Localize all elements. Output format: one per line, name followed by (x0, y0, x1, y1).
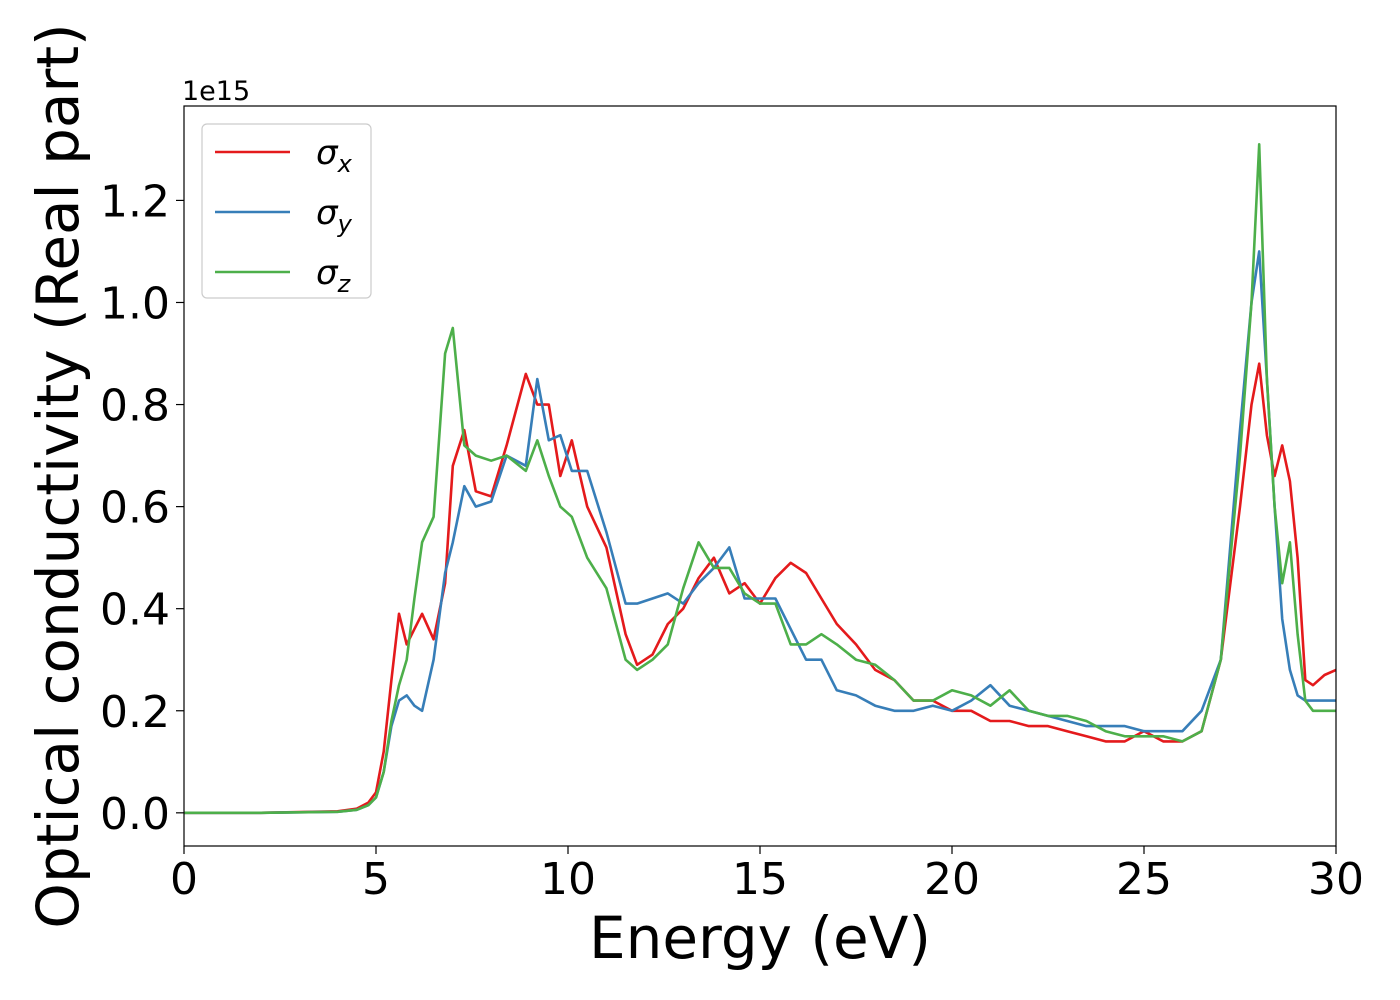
y-tick-label: 0.8 (100, 381, 170, 432)
y-tick-label: 0.2 (100, 687, 170, 738)
y-tick-label: 1.2 (100, 176, 170, 227)
y-tick-label: 0.4 (100, 585, 170, 636)
plot-area (184, 106, 1336, 846)
series-lines (184, 143, 1337, 815)
y-axis-label: Optical conductivity (Real part) (24, 23, 92, 928)
x-tick-label: 5 (362, 854, 390, 905)
x-tick-label: 10 (540, 854, 596, 905)
x-tick-label: 20 (924, 854, 980, 905)
y-offset-label: 1e15 (182, 76, 250, 107)
x-tick-label: 25 (1116, 854, 1172, 905)
y-axis-ticks: 0.0 0.2 0.4 0.6 0.8 1.0 1.2 (100, 176, 184, 840)
legend-label-x: σx (316, 133, 353, 178)
y-tick-label: 0.0 (100, 789, 170, 840)
series-line-z (184, 143, 1336, 815)
x-axis-label: Energy (eV) (589, 904, 931, 972)
x-tick-label: 15 (732, 854, 788, 905)
legend-label-y: σy (316, 193, 353, 238)
legend-label-z: σz (316, 253, 352, 298)
y-tick-label: 0.6 (100, 483, 170, 534)
x-tick-label: 0 (170, 854, 198, 905)
x-axis-ticks: 0 5 10 15 20 25 30 (170, 846, 1364, 905)
legend: σx σy σz (201, 123, 372, 299)
x-tick-label: 30 (1308, 854, 1364, 905)
y-tick-label: 1.0 (100, 278, 170, 329)
